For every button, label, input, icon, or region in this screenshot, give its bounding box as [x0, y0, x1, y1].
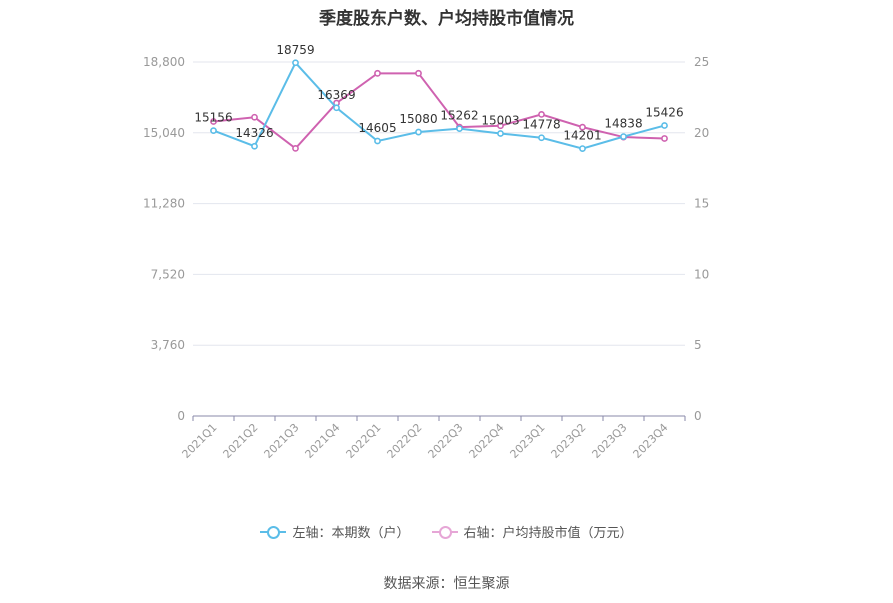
right-axis-tick-label: 20	[694, 126, 709, 140]
series-line-left	[213, 61, 665, 150]
data-label: 15080	[399, 112, 437, 126]
data-label: 15426	[645, 106, 683, 120]
data-point-left	[374, 137, 381, 145]
series-line-right	[213, 72, 665, 150]
right-axis-tick-label: 25	[694, 55, 709, 69]
data-label: 14326	[235, 126, 273, 140]
data-label: 15262	[440, 109, 478, 123]
legend-item-left-series[interactable]: 左轴：本期数（户）	[260, 522, 410, 541]
right-axis-tick-label: 15	[694, 197, 709, 211]
data-point-left	[579, 145, 586, 152]
left-axis-tick-label: 7,520	[151, 267, 185, 281]
legend-item-right-series[interactable]: 右轴：户均持股市值（万元）	[431, 522, 633, 541]
right-axis-tick-label: 0	[694, 409, 702, 423]
chart-title: 季度股东户数、户均持股市值情况	[319, 9, 574, 29]
x-axis-tick-label: 2022Q4	[467, 421, 507, 461]
data-label: 18759	[276, 43, 314, 57]
data-point-right	[210, 118, 217, 125]
data-point-right	[251, 113, 258, 121]
legend-right-marker-icon	[431, 525, 458, 539]
data-point-left	[251, 142, 258, 150]
left-axis-tick-label: 3,760	[151, 338, 185, 352]
data-point-left	[415, 128, 422, 136]
right-axis-tick-label: 5	[694, 338, 702, 352]
data-point-left	[333, 104, 340, 112]
data-source: 数据来源：恒生聚源	[383, 576, 510, 592]
left-axis-tick-label: 15,040	[143, 126, 185, 140]
data-point-right	[661, 135, 668, 142]
x-axis-tick-label: 2021Q1	[180, 421, 220, 461]
data-point-left	[292, 59, 299, 67]
x-axis-tick-label: 2021Q3	[262, 421, 302, 461]
x-axis-tick-label: 2023Q3	[590, 421, 630, 461]
data-point-left	[661, 122, 668, 129]
data-label: 14201	[563, 129, 601, 143]
data-label: 14605	[358, 121, 396, 135]
data-point-right	[292, 144, 299, 152]
legend-left-label: 左轴：本期数（户）	[292, 526, 410, 541]
data-point-right	[497, 122, 504, 130]
data-label: 15003	[481, 113, 519, 127]
data-label: 14838	[604, 117, 642, 131]
data-point-left	[456, 125, 463, 133]
data-point-left	[497, 130, 504, 137]
legend-left-marker-icon	[260, 525, 287, 539]
data-label: 14778	[522, 118, 560, 132]
x-axis-tick-label: 2022Q1	[344, 421, 384, 461]
legend: 左轴：本期数（户） 右轴：户均持股市值（万元）	[0, 522, 893, 541]
left-axis-tick-label: 18,800	[143, 55, 185, 69]
left-axis-tick-label: 11,280	[143, 197, 185, 211]
data-point-right	[538, 110, 545, 118]
data-point-left	[620, 133, 627, 141]
line-chart: 0 3,760 7,520 11,280 15,040 18,800 0 5 10 15 20 25 2…	[143, 43, 709, 461]
data-point-right	[579, 123, 586, 131]
x-axis-tick-label: 2022Q2	[385, 421, 425, 461]
right-axis-tick-label: 10	[694, 267, 709, 281]
left-axis-tick-label: 0	[177, 409, 185, 423]
data-label: 15156	[194, 111, 232, 125]
data-point-right	[415, 69, 422, 77]
x-axis-tick-label: 2021Q2	[221, 421, 261, 461]
data-label: 16369	[317, 88, 355, 102]
data-point-left	[538, 134, 545, 142]
x-axis-tick-label: 2022Q3	[426, 421, 466, 461]
legend-right-label: 右轴：户均持股市值（万元）	[463, 526, 633, 541]
x-axis-tick-label: 2023Q4	[631, 421, 671, 461]
x-axis-tick-label: 2023Q2	[549, 421, 589, 461]
data-point-right	[374, 69, 381, 77]
x-axis-tick-label: 2021Q4	[303, 421, 343, 461]
data-point-left	[210, 127, 217, 135]
x-axis-tick-label: 2023Q1	[508, 421, 548, 461]
